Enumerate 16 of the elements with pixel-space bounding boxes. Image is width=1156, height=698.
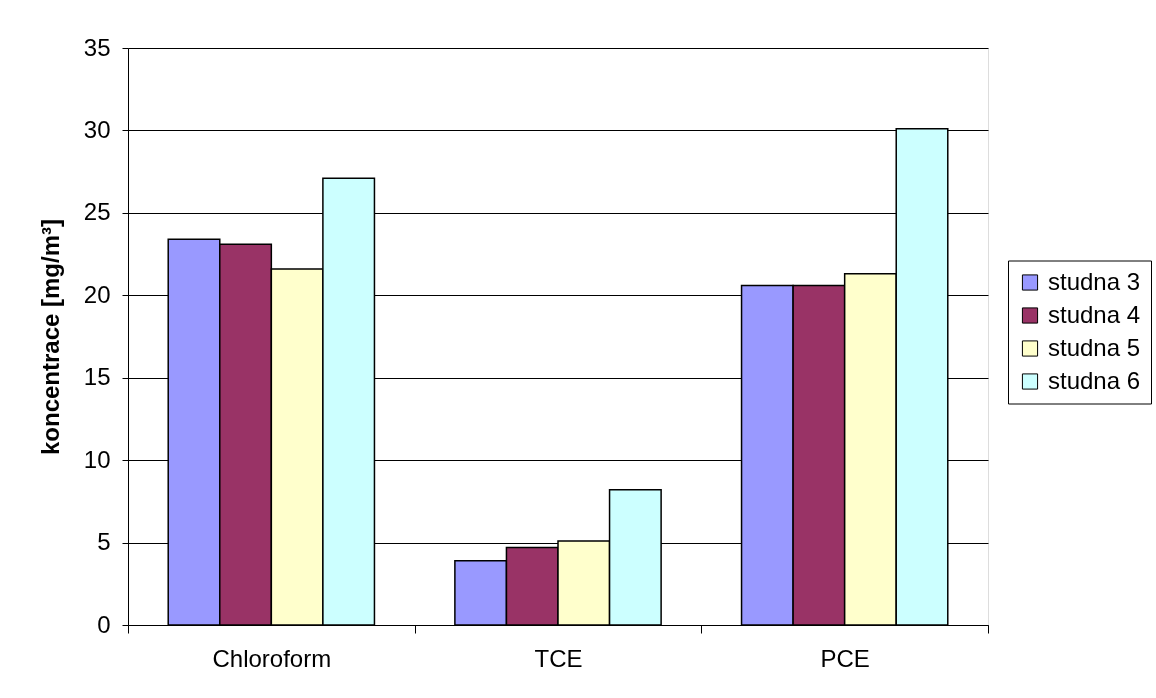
y-tick-label: 20 <box>83 280 111 308</box>
x-tick-label: Chloroform <box>212 644 332 672</box>
legend-label: studna 6 <box>1048 366 1141 394</box>
y-tick-label: 0 <box>97 610 111 638</box>
y-axis-title: koncentrace [mg/m³] <box>36 218 64 456</box>
y-tick-label: 10 <box>83 445 111 473</box>
legend-label: studna 3 <box>1048 267 1141 295</box>
y-tick-label: 5 <box>97 528 111 556</box>
y-tick-label: 15 <box>83 363 111 391</box>
legend-label: studna 5 <box>1048 333 1141 361</box>
x-tick-label: TCE <box>534 644 583 672</box>
y-tick-label: 25 <box>83 198 111 226</box>
legend-label: studna 4 <box>1048 300 1141 328</box>
y-tick-label: 35 <box>83 33 111 61</box>
y-tick-label: 30 <box>83 115 111 143</box>
x-tick-label: PCE <box>820 644 870 672</box>
